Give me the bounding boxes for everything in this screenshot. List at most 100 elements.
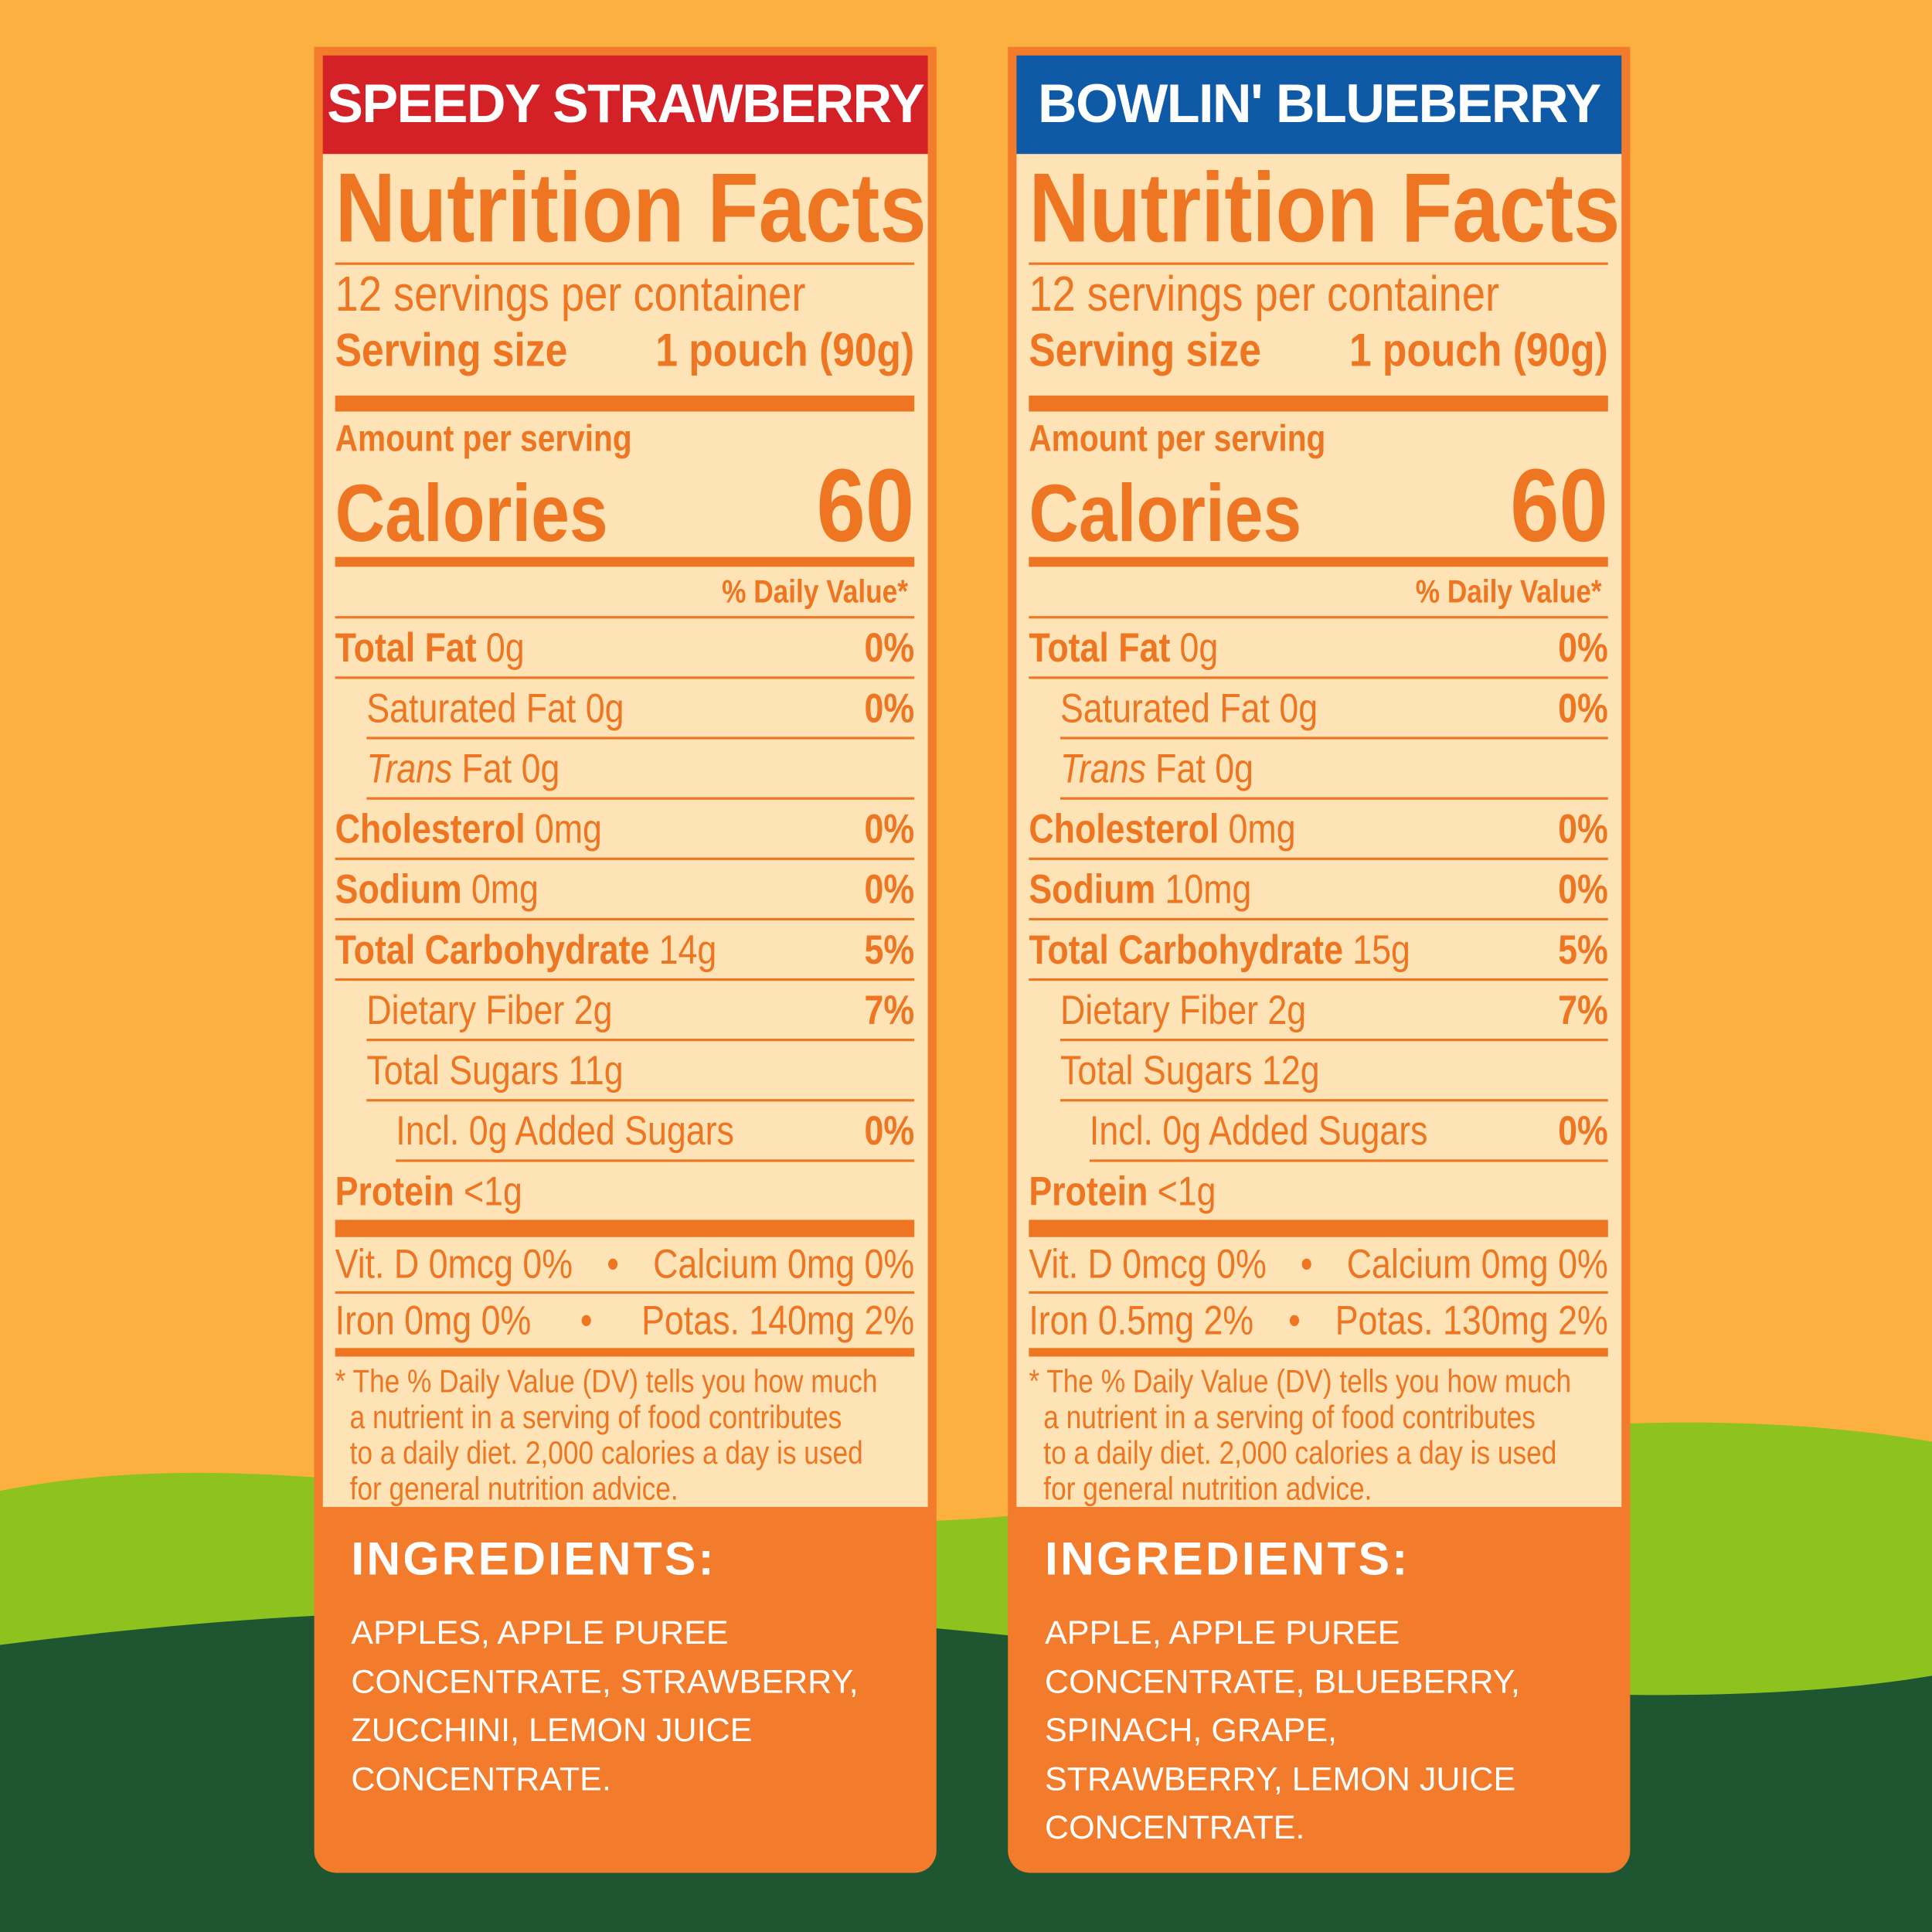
nutrient-amount: 0mg — [534, 804, 602, 851]
nutrient-row: Trans Fat 0g — [1060, 740, 1608, 800]
ingredients-line: CONCENTRATE, STRAWBERRY, — [351, 1662, 859, 1700]
nutrient-label: Trans — [1060, 744, 1146, 791]
footnote-line: a nutrient in a serving of food contribu… — [1043, 1398, 1536, 1436]
panel-title: SPEEDY STRAWBERRY — [322, 55, 928, 155]
nutrient-label: Cholesterol — [335, 804, 526, 851]
serving-size: Serving size 1 pouch (90g) — [335, 324, 915, 412]
panel-title: BOWLIN' BLUEBERRY — [1016, 55, 1622, 155]
panel: SPEEDY STRAWBERRY Nutrition Facts 12 servi… — [314, 46, 937, 1873]
footnote-line: for general nutrition advice. — [349, 1470, 679, 1507]
nutrient-row: Cholesterol 0mg 0% — [1029, 800, 1608, 860]
nutrient-label: Total Carbohydrate — [335, 926, 650, 972]
nutrient-amount: 0mg — [1228, 804, 1296, 851]
ingredients-line: CONCENTRATE. — [1045, 1808, 1305, 1846]
nutrient-row: Sodium 0mg 0% — [335, 860, 915, 921]
ingredients-line: CONCENTRATE, BLUEBERRY, — [1045, 1662, 1520, 1700]
divider — [335, 1219, 915, 1237]
nutrient-amount: 0g — [1179, 624, 1219, 670]
nutrient-label: Sodium — [1029, 866, 1156, 912]
ingredients-title: INGREDIENTS: — [1045, 1534, 1410, 1586]
nutrient-dv: 0% — [864, 624, 915, 670]
nutrient-row: Incl. 0g Added Sugars 0% — [396, 1101, 915, 1162]
amount-per-serving: Amount per serving — [335, 419, 632, 460]
nutrient-dv: 5% — [864, 926, 915, 972]
nutrition-content: Nutrition Facts 12 servings per container… — [1029, 154, 1620, 1507]
nutrient-row: Incl. 0g Added Sugars 0% — [1089, 1101, 1608, 1162]
nutrient-row: Sodium 10mg 0% — [1029, 860, 1608, 921]
nutrient-dv: 7% — [864, 986, 915, 1032]
nutrient-label: Cholesterol — [1029, 804, 1219, 851]
nutrient-label: Total Sugars 11g — [366, 1046, 624, 1093]
nutrient-row: Total Fat 0g 0% — [1029, 618, 1608, 679]
nutrient-dv: 0% — [864, 866, 915, 912]
nutrient-row: Cholesterol 0mg 0% — [335, 800, 915, 860]
vitamin-line: Iron 0.5mg 2% • Potas. 130mg 2% — [1029, 1294, 1607, 1348]
ingredients-title: INGREDIENTS: — [351, 1534, 716, 1586]
ingredients: INGREDIENTS: APPLE, APPLE PUREE CONCENTRAT… — [1008, 1507, 1630, 1879]
footnote-line: * The % Daily Value (DV) tells you how m… — [1029, 1362, 1572, 1400]
ingredients-line: APPLES, APPLE PUREE — [351, 1614, 729, 1651]
footnote: * The % Daily Value (DV) tells you how m… — [1029, 1362, 1607, 1507]
footnote-line: * The % Daily Value (DV) tells you how m… — [335, 1362, 878, 1400]
vitamin: Iron 0mg 0% — [335, 1297, 532, 1343]
nutrient-row: Dietary Fiber 2g 7% — [1060, 981, 1608, 1042]
nutrient-dv: 0% — [1558, 804, 1608, 851]
vitamin: Vit. D 0mcg 0% — [1029, 1240, 1267, 1287]
nutrient-label: Dietary Fiber 2g — [366, 986, 613, 1032]
nutrient-amount: <1g — [463, 1167, 522, 1213]
vitamin: Calcium 0mg 0% — [653, 1240, 915, 1287]
nutrient-amount: <1g — [1157, 1167, 1216, 1213]
vitamin: Calcium 0mg 0% — [1346, 1240, 1608, 1287]
calories-value: 60 — [816, 447, 915, 563]
serving-size-label: Serving size — [335, 325, 568, 377]
nutrient-dv: 5% — [1558, 926, 1608, 972]
nutrient-amount: 15g — [1352, 926, 1410, 972]
nutrient-dv: 0% — [1558, 1107, 1608, 1153]
nutrient-row: Total Sugars 11g — [366, 1041, 915, 1102]
nutrient-row: Saturated Fat 0g 0% — [1060, 679, 1608, 740]
vitamin: Vit. D 0mcg 0% — [335, 1240, 573, 1287]
nutrient-row: Saturated Fat 0g 0% — [366, 679, 915, 740]
nutrient-row: Total Sugars 12g — [1060, 1041, 1608, 1102]
nutrient-label: Saturated Fat 0g — [1060, 684, 1318, 730]
nutrient-row: Protein <1g — [1029, 1162, 1607, 1220]
servings: 12 servings per container — [335, 267, 806, 322]
nutrient-dv: 0% — [864, 804, 915, 851]
panel: BOWLIN' BLUEBERRY Nutrition Facts 12 servi… — [1008, 46, 1631, 1873]
nutrient-amount: 14g — [658, 926, 717, 972]
nutrition-label: Nutrition Facts 12 servings per container… — [1016, 154, 1622, 1507]
nutrient-row: Total Carbohydrate 14g 5% — [335, 920, 915, 981]
nutrient-label: Total Fat — [335, 624, 477, 670]
nutrient-dv: 0% — [1558, 866, 1608, 912]
ingredients-line: STRAWBERRY, LEMON JUICE — [1045, 1760, 1516, 1798]
nutrient-label: Total Fat — [1029, 624, 1171, 670]
footnote-line: to a daily diet. 2,000 calories a day is… — [1043, 1434, 1557, 1471]
vitamin: Iron 0.5mg 2% — [1029, 1297, 1254, 1343]
nutrient-label: Trans — [366, 744, 453, 791]
heading: Nutrition Facts — [335, 154, 927, 265]
nutrient-dv: 0% — [1558, 624, 1608, 670]
daily-value-header: % Daily Value* — [335, 566, 915, 619]
nutrition-label: Nutrition Facts 12 servings per container… — [322, 154, 928, 1507]
serving-size: Serving size 1 pouch (90g) — [1029, 324, 1608, 412]
nutrient-dv: 7% — [1558, 986, 1608, 1032]
divider — [1029, 1219, 1608, 1237]
ingredients-line: SPINACH, GRAPE, — [1045, 1711, 1338, 1749]
calories: Calories 60 — [335, 447, 915, 567]
serving-size-value: 1 pouch (90g) — [655, 325, 915, 377]
nutrient-row: Trans Fat 0g — [366, 740, 915, 800]
nutrient-amount: 0mg — [471, 866, 539, 912]
ingredients-line: CONCENTRATE. — [351, 1760, 611, 1798]
nutrient-dv: 0% — [1558, 684, 1608, 730]
footnote: * The % Daily Value (DV) tells you how m… — [335, 1362, 914, 1507]
bullet: • — [1300, 1240, 1313, 1287]
nutrient-dv: 0% — [864, 1107, 915, 1153]
nutrient-label: Saturated Fat 0g — [366, 684, 624, 730]
nutrient-label: Incl. 0g Added Sugars — [1089, 1107, 1428, 1153]
nutrient-label: Dietary Fiber 2g — [1060, 986, 1307, 1032]
nutrient-amount: 0g — [485, 624, 525, 670]
vitamin: Potas. 130mg 2% — [1335, 1297, 1608, 1343]
nutrient-dv: 0% — [864, 684, 915, 730]
vitamin-line: Vit. D 0mcg 0% • Calcium 0mg 0% — [1029, 1237, 1608, 1294]
